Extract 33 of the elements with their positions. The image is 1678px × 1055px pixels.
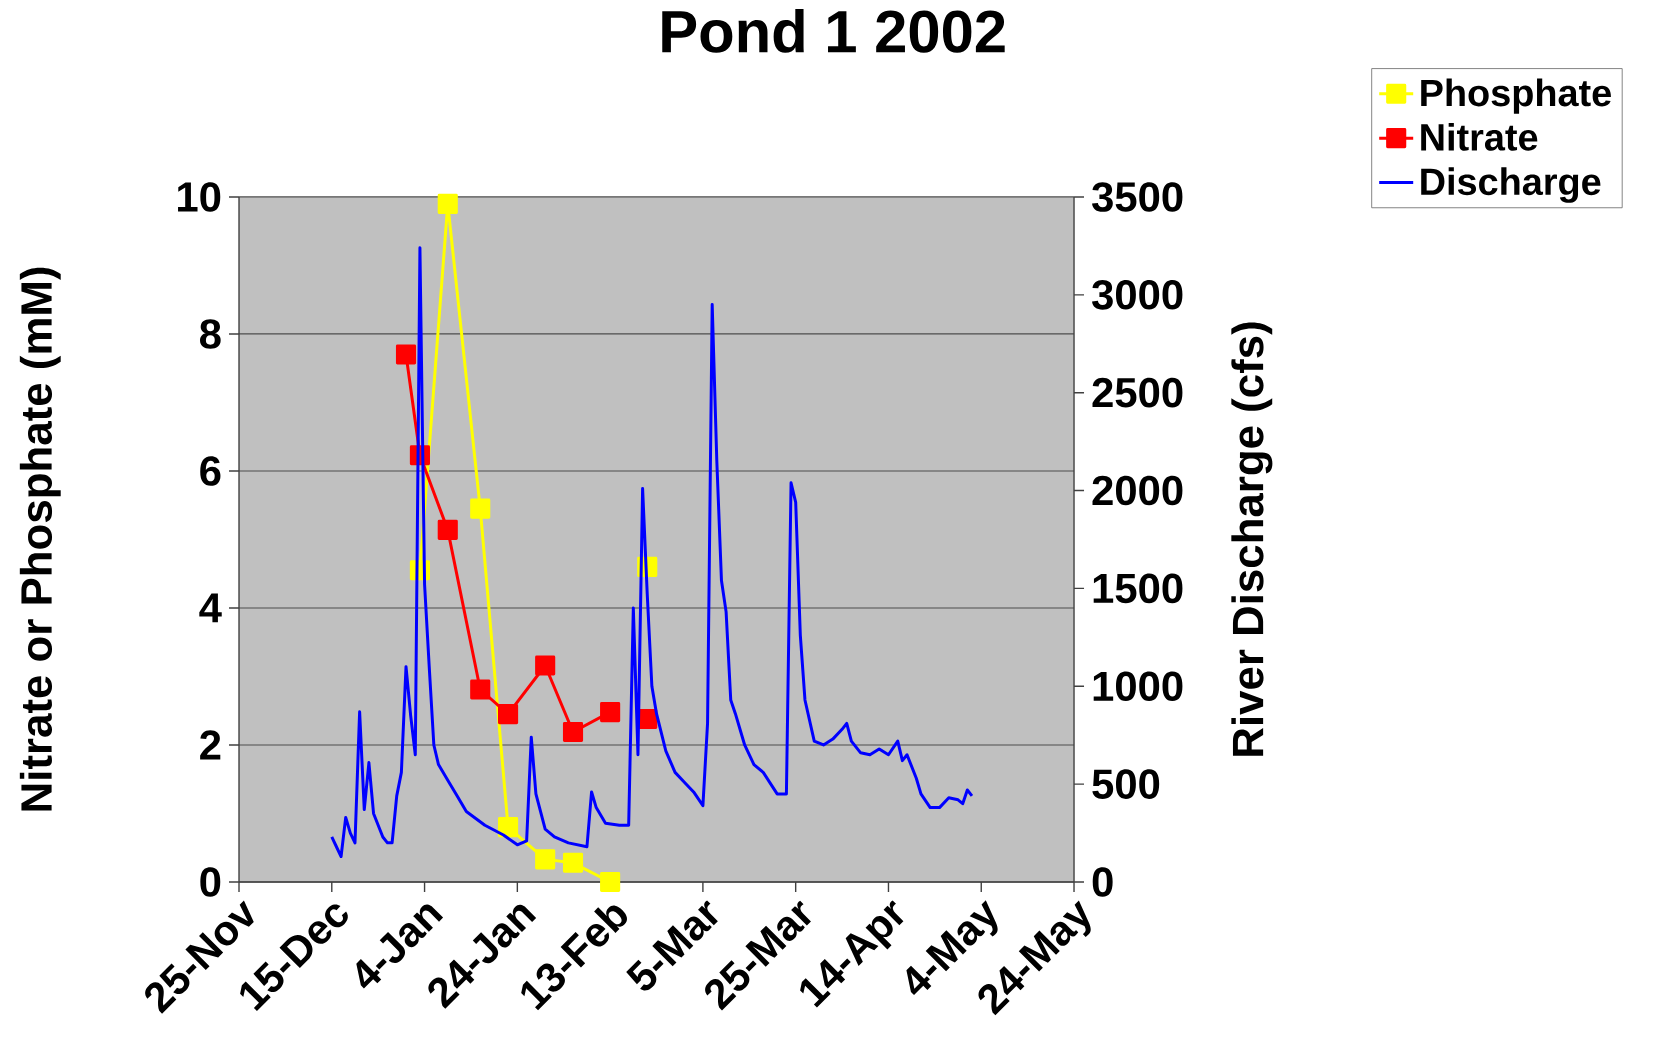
point: [562, 852, 584, 873]
point: [600, 871, 621, 893]
y-tick-label: 4: [199, 593, 222, 623]
legend-label: Discharge: [1421, 167, 1601, 203]
point: [562, 721, 584, 743]
y2-tick-label: 0: [1092, 867, 1113, 897]
y2-tick-label: 1500: [1093, 573, 1183, 604]
y2-tick-label: 1000: [1093, 671, 1183, 702]
point: [535, 655, 556, 676]
y2-axis-title: River Discharge (cfs): [1231, 322, 1273, 756]
y-tick-label: 6: [200, 456, 221, 486]
legend-label: Nitrate: [1421, 122, 1538, 151]
y2-tick-label: 3000: [1092, 279, 1183, 310]
point: [470, 679, 491, 700]
y-tick-label: 8: [200, 319, 221, 349]
point: [395, 344, 417, 365]
point: [600, 702, 621, 723]
y2-tick-label: 3500: [1092, 182, 1183, 212]
y2-tick-label: 2500: [1092, 377, 1183, 408]
y2-tick-label: 2000: [1092, 475, 1183, 506]
point: [498, 817, 519, 838]
y2-tick-label: 500: [1092, 769, 1160, 799]
y-tick-label: 10: [178, 182, 221, 212]
point: [535, 849, 556, 870]
point: [437, 193, 458, 214]
chart-title: Pond 1 2002: [662, 8, 1005, 53]
legend-label: Phosphate: [1421, 78, 1611, 114]
y-tick-label: 0: [200, 867, 221, 897]
y-tick-label: 2: [200, 730, 221, 760]
point: [470, 498, 491, 519]
y-axis-title: Nitrate or Phosphate (mM): [19, 267, 61, 811]
point: [437, 519, 458, 540]
point: [498, 704, 519, 725]
